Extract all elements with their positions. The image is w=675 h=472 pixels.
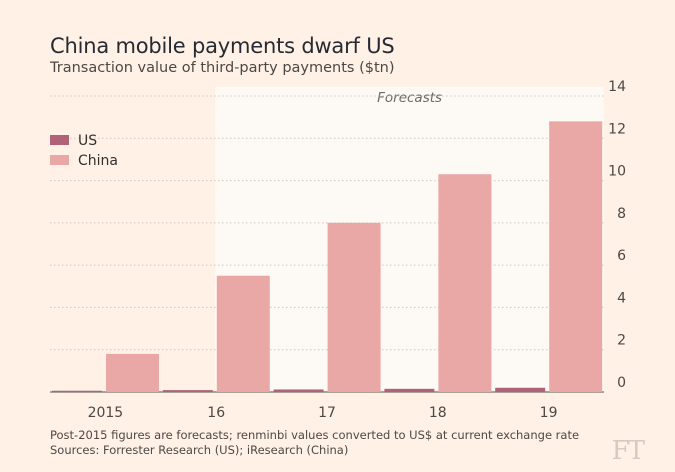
legend-label: China (78, 153, 118, 169)
y-tick-label: 4 (617, 290, 626, 306)
ft-logo: FT (611, 436, 645, 466)
x-tick-label: 16 (207, 405, 225, 421)
bar-us (384, 388, 435, 392)
bar-us (495, 387, 546, 392)
forecast-label: Forecasts (377, 90, 442, 106)
forecast-band (215, 87, 604, 392)
y-tick-label: 12 (608, 121, 626, 137)
source-note: Sources: Forrester Research (US); iResea… (50, 443, 349, 457)
x-tick-label: 17 (318, 405, 336, 421)
x-tick-label: 19 (540, 405, 558, 421)
bar-china (216, 275, 270, 392)
bar-china (549, 121, 603, 392)
bar-us (162, 390, 213, 392)
footnote-block: Post-2015 figures are forecasts; renminb… (50, 428, 579, 458)
legend-swatch (50, 155, 69, 165)
x-tick-label: 2015 (88, 405, 124, 421)
footnote: Post-2015 figures are forecasts; renminb… (50, 428, 580, 442)
y-tick-label: 6 (617, 248, 626, 264)
bar-china (106, 353, 159, 392)
y-tick-label: 10 (608, 164, 626, 180)
chart-subtitle: Transaction value of third-party payment… (50, 60, 395, 76)
y-tick-label: 0 (617, 375, 626, 391)
bar-china (327, 222, 381, 392)
bar-us (273, 389, 324, 392)
y-tick-label: 2 (617, 333, 626, 349)
chart-title: China mobile payments dwarf US (50, 34, 395, 58)
bar-us (52, 390, 102, 392)
y-tick-label: 8 (617, 206, 626, 222)
legend-swatch (50, 135, 69, 145)
legend-label: US (78, 133, 97, 149)
y-tick-label: 14 (608, 79, 626, 95)
bar-china (438, 174, 492, 392)
x-tick-label: 18 (429, 405, 447, 421)
